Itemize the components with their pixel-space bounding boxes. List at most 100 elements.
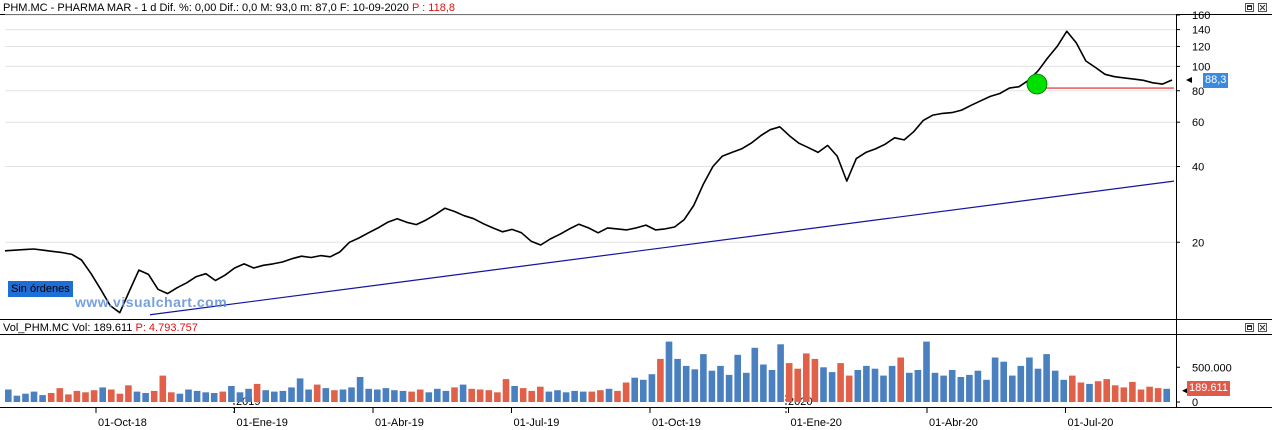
volume-bar — [5, 389, 12, 402]
volume-bar — [597, 390, 604, 402]
volume-bar — [1129, 381, 1136, 402]
volume-bar — [785, 363, 793, 402]
volume-bar — [271, 391, 278, 402]
volume-bar — [974, 370, 982, 402]
maximize-icon[interactable] — [1245, 323, 1254, 332]
x-tick-label: 01-Ene-19 — [237, 417, 288, 429]
volume-bar — [511, 386, 518, 402]
volume-bar — [700, 354, 707, 402]
volume-bar — [47, 393, 55, 402]
volume-bar — [219, 391, 227, 402]
volume-bar — [82, 392, 89, 402]
volume-bar — [640, 379, 647, 402]
volume-bar — [888, 365, 896, 402]
volume-bar — [22, 393, 29, 402]
header-price: P : 118,8 — [411, 2, 456, 14]
y-tick-label: 80 — [1192, 86, 1204, 98]
volume-bar — [339, 389, 347, 402]
volume-bar — [30, 391, 38, 402]
volume-bar — [734, 354, 741, 402]
volume-bar — [99, 387, 106, 402]
volume-bar — [519, 388, 527, 402]
y-tick-label: 60 — [1192, 117, 1204, 129]
volume-bar — [133, 391, 141, 402]
volume-bar — [305, 389, 312, 402]
watermark: www.visualchart.com — [75, 294, 228, 310]
volume-bar — [356, 377, 364, 402]
volume-bar — [279, 390, 287, 402]
volume-bar — [725, 374, 733, 402]
x-tick-label: 01-Jul-20 — [1068, 417, 1114, 429]
volume-bar — [605, 388, 613, 402]
close-icon[interactable] — [1258, 323, 1267, 332]
last-volume-arrow — [1182, 387, 1188, 394]
volume-bar — [90, 390, 98, 402]
volume-bar — [485, 390, 493, 402]
volume-bar — [425, 392, 433, 402]
volume-bar — [1163, 388, 1170, 402]
volume-bar — [365, 388, 372, 402]
y-tick-label: 120 — [1192, 41, 1210, 53]
x-tick-label: 01-Jul-19 — [514, 417, 560, 429]
volume-bar — [176, 393, 184, 402]
x-tick-label: 01-Abr-20 — [929, 417, 978, 429]
trend-line — [149, 180, 1175, 316]
volume-bar — [1120, 387, 1128, 402]
volume-bar — [1111, 385, 1119, 402]
volume-bar — [614, 390, 621, 402]
volume-bar — [751, 347, 759, 402]
volume-bar — [313, 384, 321, 402]
volume-bar — [777, 344, 784, 402]
volume-bar — [528, 390, 535, 402]
volume-bar — [1154, 388, 1162, 402]
volume-bar — [468, 388, 475, 402]
volume-bar — [476, 389, 484, 402]
volume-bar — [1077, 382, 1085, 402]
maximize-icon[interactable] — [1245, 3, 1254, 12]
volume-y-tick-label: 500.000 — [1192, 362, 1232, 374]
volume-bar — [1043, 354, 1050, 402]
volume-bar — [571, 390, 578, 402]
volume-bar — [708, 370, 716, 402]
volume-bar — [408, 391, 415, 402]
volume-bar — [382, 388, 390, 402]
volume-bar — [966, 374, 973, 402]
price-line — [4, 30, 1173, 314]
volume-bar — [374, 389, 381, 402]
orders-status-badge[interactable]: Sin órdenes — [8, 281, 73, 297]
volume-bar — [262, 390, 269, 402]
volume-bar — [236, 392, 244, 402]
close-icon[interactable] — [1258, 3, 1267, 12]
volume-bar — [228, 386, 235, 402]
y-tick-label: 160 — [1192, 10, 1210, 22]
header-info: PHM.MC - PHARMA MAR - 1 d Dif. %: 0,00 D… — [3, 2, 409, 14]
x-tick-label: 01-Oct-18 — [98, 417, 147, 429]
x-tick-label: 01-Abr-19 — [375, 417, 424, 429]
volume-bar — [579, 391, 587, 402]
volume-bar — [253, 383, 261, 402]
volume-bar — [674, 358, 681, 402]
volume-bar — [502, 379, 510, 402]
volume-bar — [142, 393, 149, 402]
volume-bar — [803, 353, 810, 402]
volume-bar — [940, 375, 947, 402]
volume-bar — [983, 379, 990, 402]
volume-y-tick-label: 0 — [1192, 397, 1198, 409]
volume-bar — [631, 377, 638, 402]
volume-bar — [1094, 381, 1102, 402]
volume-bar — [991, 357, 999, 402]
volume-bar — [717, 365, 724, 402]
volume-bar — [854, 370, 862, 402]
volume-bar — [906, 372, 913, 402]
volume-bar — [562, 392, 570, 402]
volume-bar — [931, 372, 939, 402]
volume-bar — [691, 369, 699, 402]
volume-bar — [545, 391, 553, 402]
volume-bar — [871, 368, 879, 402]
volume-bar — [73, 390, 81, 402]
volume-price: P: 4.793.757 — [135, 322, 198, 334]
volume-bar — [434, 388, 441, 402]
volume-bar — [245, 388, 252, 402]
